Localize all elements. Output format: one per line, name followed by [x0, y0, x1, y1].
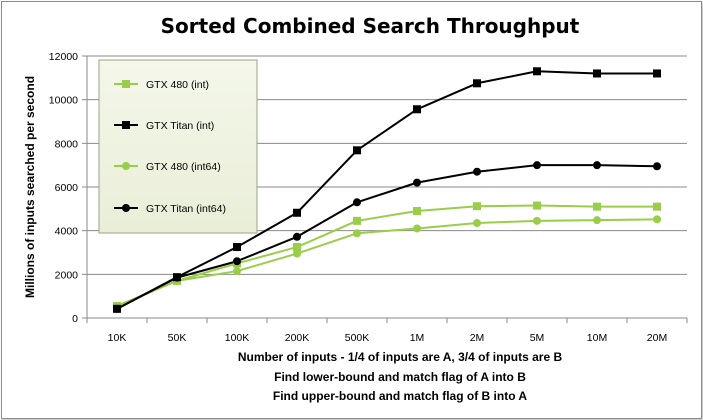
legend-swatch-marker — [122, 204, 130, 212]
y-axis-label: Millions of inputs searched per second — [23, 76, 37, 298]
x-tick-label: 200K — [285, 332, 310, 344]
data-point — [413, 105, 421, 114]
series-lines — [116, 70, 658, 310]
x-tick-label: 50K — [168, 332, 187, 344]
x-tick-label: 2M — [470, 332, 485, 344]
data-point — [293, 232, 301, 241]
legend: GTX 480 (int) GTX Titan (int) GTX 480 (int… — [98, 59, 258, 234]
data-point — [293, 249, 301, 258]
legend-label: GTX Titan (int64) — [146, 203, 226, 215]
data-point — [533, 161, 541, 170]
legend-label: GTX Titan (int) — [146, 120, 214, 132]
y-tick-labels: 0 2000 4000 6000 8000 10000 12000 — [49, 51, 78, 325]
y-tick-label: 10000 — [49, 95, 78, 107]
data-point — [413, 224, 421, 233]
x-tick-label: 10K — [108, 332, 127, 344]
x-axis-label-line-3: Find upper-bound and match flag of B int… — [273, 389, 528, 403]
data-point — [353, 229, 361, 238]
axes — [86, 56, 688, 323]
y-tick-label: 8000 — [55, 138, 79, 150]
data-point — [593, 202, 601, 211]
x-tick-label: 10M — [587, 332, 607, 344]
x-tick-label: 100K — [225, 332, 250, 344]
data-point — [653, 215, 661, 224]
y-tick-label: 6000 — [55, 182, 79, 194]
data-point — [233, 243, 241, 252]
data-point — [533, 216, 541, 225]
legend-swatch-marker — [122, 80, 130, 88]
y-tick-label: 0 — [72, 313, 78, 325]
data-point — [353, 146, 361, 155]
data-point — [293, 208, 301, 217]
data-point — [533, 67, 541, 76]
series-markers — [113, 67, 661, 313]
data-point — [173, 273, 181, 282]
data-point — [653, 69, 661, 78]
data-point — [653, 202, 661, 211]
data-point — [473, 167, 481, 176]
y-tick-label: 4000 — [55, 226, 79, 238]
y-tick-label: 12000 — [49, 51, 78, 63]
y-tick-label: 2000 — [55, 269, 79, 281]
data-point — [473, 202, 481, 211]
data-point — [593, 216, 601, 225]
x-tick-labels: 10K 50K 100K 200K 500K 1M 2M 5M 10M 20M — [108, 332, 668, 344]
legend-swatch-marker — [122, 162, 130, 170]
data-point — [113, 304, 121, 313]
data-point — [353, 198, 361, 207]
x-tick-label: 5M — [530, 332, 545, 344]
legend-label: GTX 480 (int) — [146, 79, 209, 91]
legend-label: GTX 480 (int64) — [146, 161, 221, 173]
series-line — [116, 204, 657, 307]
chart-title: Sorted Combined Search Throughput — [161, 14, 580, 38]
data-point — [353, 216, 361, 225]
data-point — [593, 69, 601, 78]
x-tick-label: 20M — [647, 332, 667, 344]
data-point — [473, 79, 481, 88]
x-tick-label: 1M — [410, 332, 425, 344]
series-line — [116, 164, 658, 310]
x-axis-label-line-1: Number of inputs - 1/4 of inputs are A, … — [238, 350, 563, 364]
series-line — [116, 70, 657, 310]
x-tick-label: 500K — [345, 332, 370, 344]
series-line — [116, 218, 658, 307]
data-point — [473, 219, 481, 228]
data-point — [653, 162, 661, 171]
data-point — [233, 267, 241, 276]
data-point — [413, 207, 421, 216]
data-point — [233, 257, 241, 266]
legend-swatch-marker — [122, 121, 130, 129]
data-point — [413, 178, 421, 187]
data-point — [533, 201, 541, 210]
data-point — [293, 243, 301, 252]
data-point — [593, 161, 601, 170]
x-axis-label-line-2: Find lower-bound and match flag of A int… — [274, 370, 526, 384]
